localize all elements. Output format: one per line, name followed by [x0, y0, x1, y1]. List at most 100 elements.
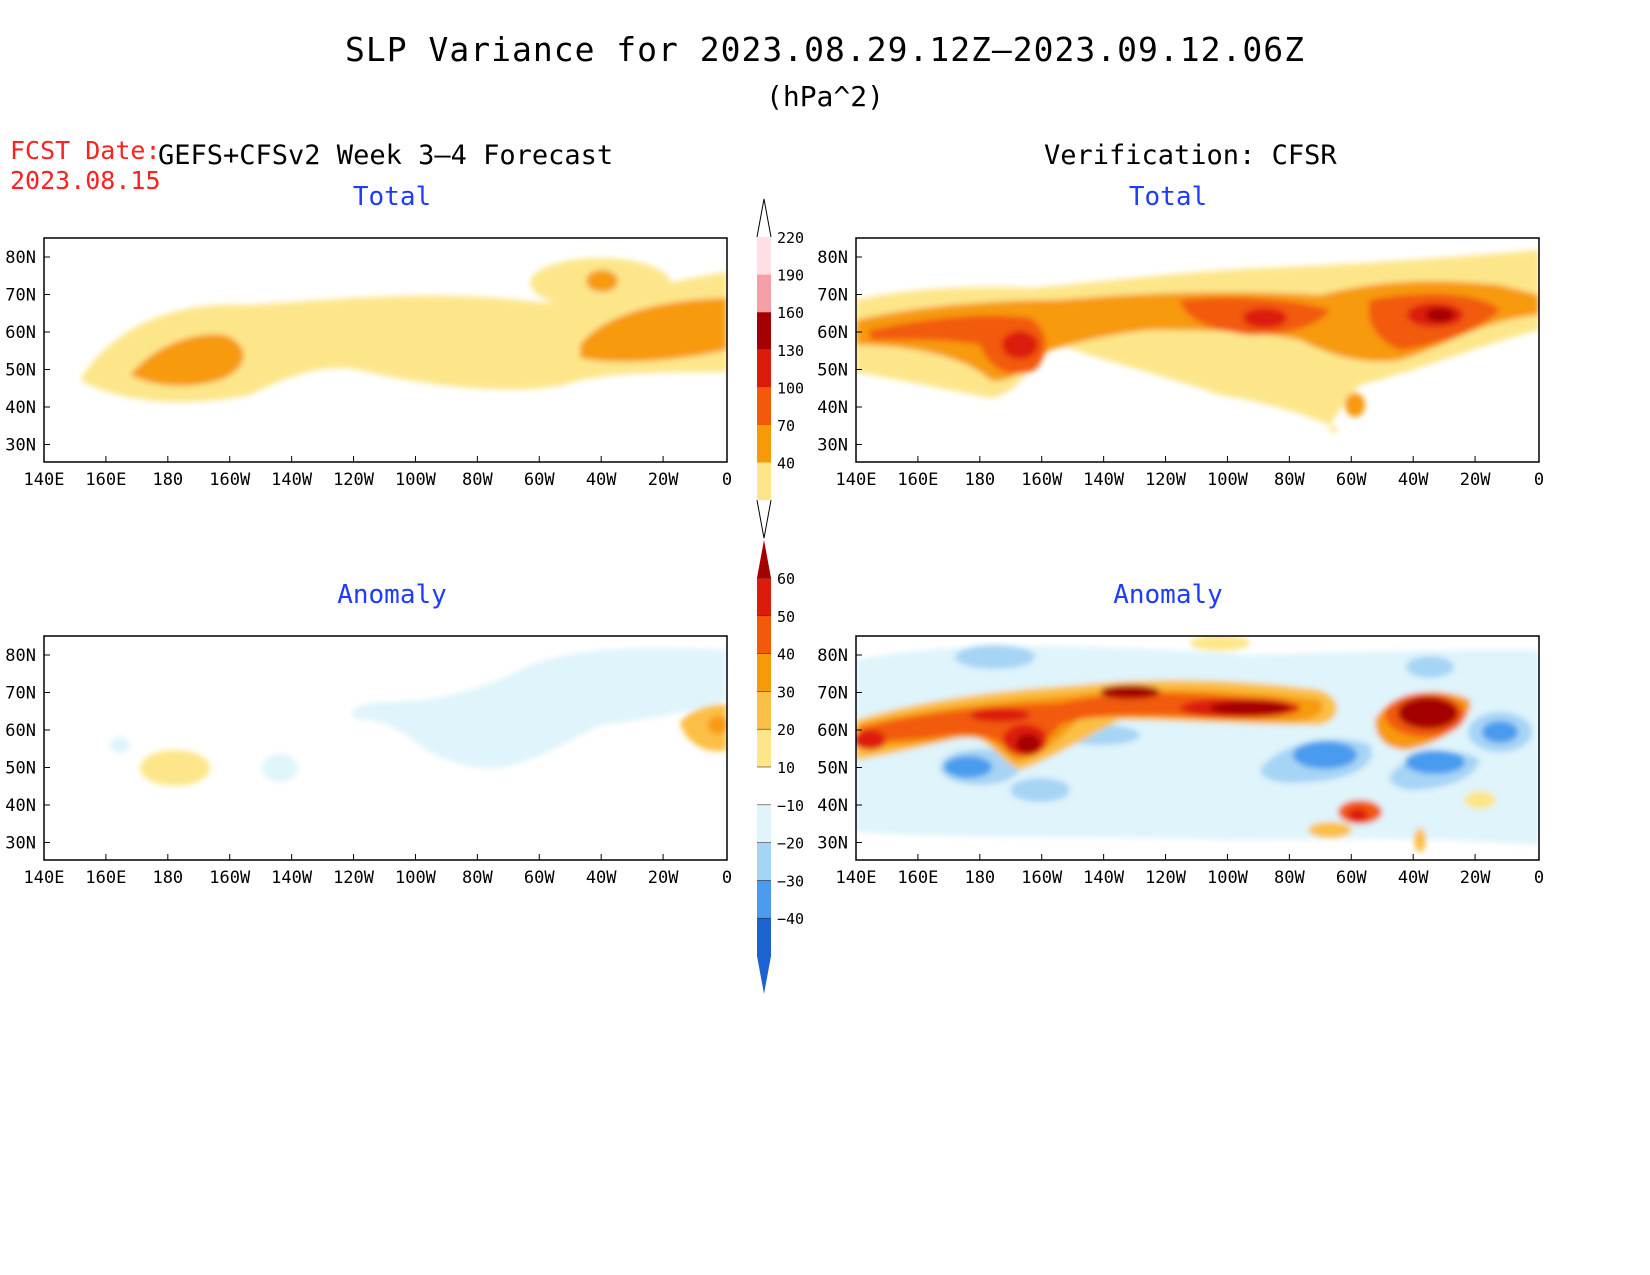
lon-tick-label: 0 [722, 868, 732, 888]
lon-tick-label: 80W [462, 470, 493, 490]
lat-tick-label: 30N [5, 834, 36, 854]
colorbar-total-label: 160 [777, 304, 804, 322]
colorbar-anomaly-top-arrow [757, 540, 771, 578]
colorbar-anomaly-bottom-arrow [757, 956, 771, 994]
map-panel-forecast-total [43, 237, 728, 463]
panel-title-forecast-total: Total [352, 182, 432, 212]
forecast-date-label: FCST Date: [10, 136, 161, 165]
lon-tick-label: 160W [209, 868, 251, 888]
lon-tick-label: 100W [395, 868, 437, 888]
colorbar-anomaly-label: 60 [777, 570, 795, 588]
lon-tick-label: 60W [524, 868, 555, 888]
lon-tick-label: 160W [1021, 868, 1063, 888]
lat-tick-label: 30N [817, 834, 848, 854]
colorbar-anomaly-swatch [757, 918, 771, 956]
lon-tick-label: 160E [85, 470, 126, 490]
colorbar-anomaly-swatch [757, 653, 771, 692]
lat-tick-label: 60N [817, 721, 848, 741]
colorbar-anomaly-label: −20 [777, 835, 804, 853]
colorbar-anomaly-swatch [757, 842, 771, 881]
lat-tick-label: 40N [817, 398, 848, 418]
map-panel-forecast-anomaly [43, 635, 728, 861]
lon-tick-label: 180 [152, 470, 183, 490]
lat-tick-label: 70N [817, 684, 848, 704]
lon-tick-label: 140E [836, 470, 877, 490]
colorbar-anomaly-label: 30 [777, 683, 795, 701]
lon-tick-label: 180 [964, 470, 995, 490]
lat-tick-label: 50N [817, 361, 848, 381]
lat-tick-label: 40N [5, 398, 36, 418]
colorbar-total-label: 130 [777, 342, 804, 360]
map-axes: 140E 160E 180 160W 140W 120W 100W 80W 60W 40W 20W 0… [5, 248, 1544, 888]
lon-tick-label: 120W [333, 868, 375, 888]
lon-tick-label: 0 [1534, 868, 1544, 888]
colorbar-total-swatch [757, 237, 771, 275]
lon-tick-label: 120W [333, 470, 375, 490]
lon-tick-label: 120W [1145, 868, 1187, 888]
colorbar-anomaly-label: −30 [777, 872, 804, 890]
colorbar-total-swatch [757, 274, 771, 313]
lat-tick-label: 60N [5, 323, 36, 343]
colorbar-anomaly-swatch [757, 578, 771, 616]
map-panel-verify-total [855, 237, 1540, 463]
lat-tick-label: 80N [817, 646, 848, 666]
lon-tick-label: 20W [648, 470, 679, 490]
lon-tick-label: 40W [1398, 868, 1429, 888]
lon-tick-label: 20W [1460, 470, 1491, 490]
lat-tick-label: 30N [5, 436, 36, 456]
lat-tick-label: 70N [5, 286, 36, 306]
lat-tick-label: 80N [817, 248, 848, 268]
lon-tick-label: 60W [1336, 470, 1367, 490]
colorbar-total-bottom-arrow [756, 500, 772, 539]
colorbar-anomaly-swatch [757, 804, 771, 843]
lon-tick-label: 140W [271, 470, 313, 490]
lon-tick-label: 80W [1274, 470, 1305, 490]
lon-tick-label: 180 [964, 868, 995, 888]
colorbar-total-swatch [757, 387, 771, 425]
colorbar-total-swatch [757, 349, 771, 388]
lon-tick-label: 140W [1083, 868, 1125, 888]
lat-tick-label: 70N [817, 286, 848, 306]
figure-title: SLP Variance for 2023.08.29.12Z–2023.09.… [345, 30, 1305, 69]
lon-tick-label: 160E [85, 868, 126, 888]
colorbar-anomaly-label: 10 [777, 759, 795, 777]
lon-tick-label: 160E [897, 868, 938, 888]
colorbar-total-swatch [757, 462, 771, 501]
lon-tick-label: 40W [1398, 470, 1429, 490]
colorbar-total-swatch [757, 312, 771, 350]
colorbar-anomaly-swatch [757, 691, 771, 730]
lon-tick-label: 20W [1460, 868, 1491, 888]
lat-tick-label: 50N [5, 759, 36, 779]
colorbar-total-top-arrow [756, 198, 772, 238]
colorbar-anomaly-label: 20 [777, 721, 795, 739]
colorbar-anomaly-label: 50 [777, 608, 795, 626]
lat-tick-label: 50N [5, 361, 36, 381]
colorbar-total-swatch [757, 425, 771, 463]
lon-tick-label: 180 [152, 868, 183, 888]
colorbar-total-label: 190 [777, 267, 804, 285]
colorbar-total-label: 40 [777, 455, 795, 473]
lon-tick-label: 140E [836, 868, 877, 888]
colorbar-total-label: 220 [777, 229, 804, 247]
lon-tick-label: 100W [395, 470, 437, 490]
forecast-date-block: FCST Date: 2023.08.15 [10, 136, 161, 196]
lat-tick-label: 80N [5, 646, 36, 666]
lat-tick-label: 50N [817, 759, 848, 779]
colorbar-anomaly-swatch [757, 880, 771, 919]
lat-tick-label: 40N [817, 796, 848, 816]
lon-tick-label: 160E [897, 470, 938, 490]
figure-units: (hPa^2) [765, 80, 884, 113]
colorbar-anomaly-label: −10 [777, 797, 804, 815]
panel-title-forecast-anomaly: Anomaly [337, 580, 447, 610]
map-panel-verify-anomaly [855, 635, 1540, 861]
lat-tick-label: 30N [817, 436, 848, 456]
lon-tick-label: 120W [1145, 470, 1187, 490]
lat-tick-label: 70N [5, 684, 36, 704]
forecast-date-value: 2023.08.15 [10, 166, 161, 195]
panel-title-verify-total: Total [1128, 182, 1208, 212]
verification-heading: Verification: CFSR [1044, 140, 1337, 171]
colorbar-total-label: 100 [777, 379, 804, 397]
lat-tick-label: 40N [5, 796, 36, 816]
lat-tick-label: 80N [5, 248, 36, 268]
